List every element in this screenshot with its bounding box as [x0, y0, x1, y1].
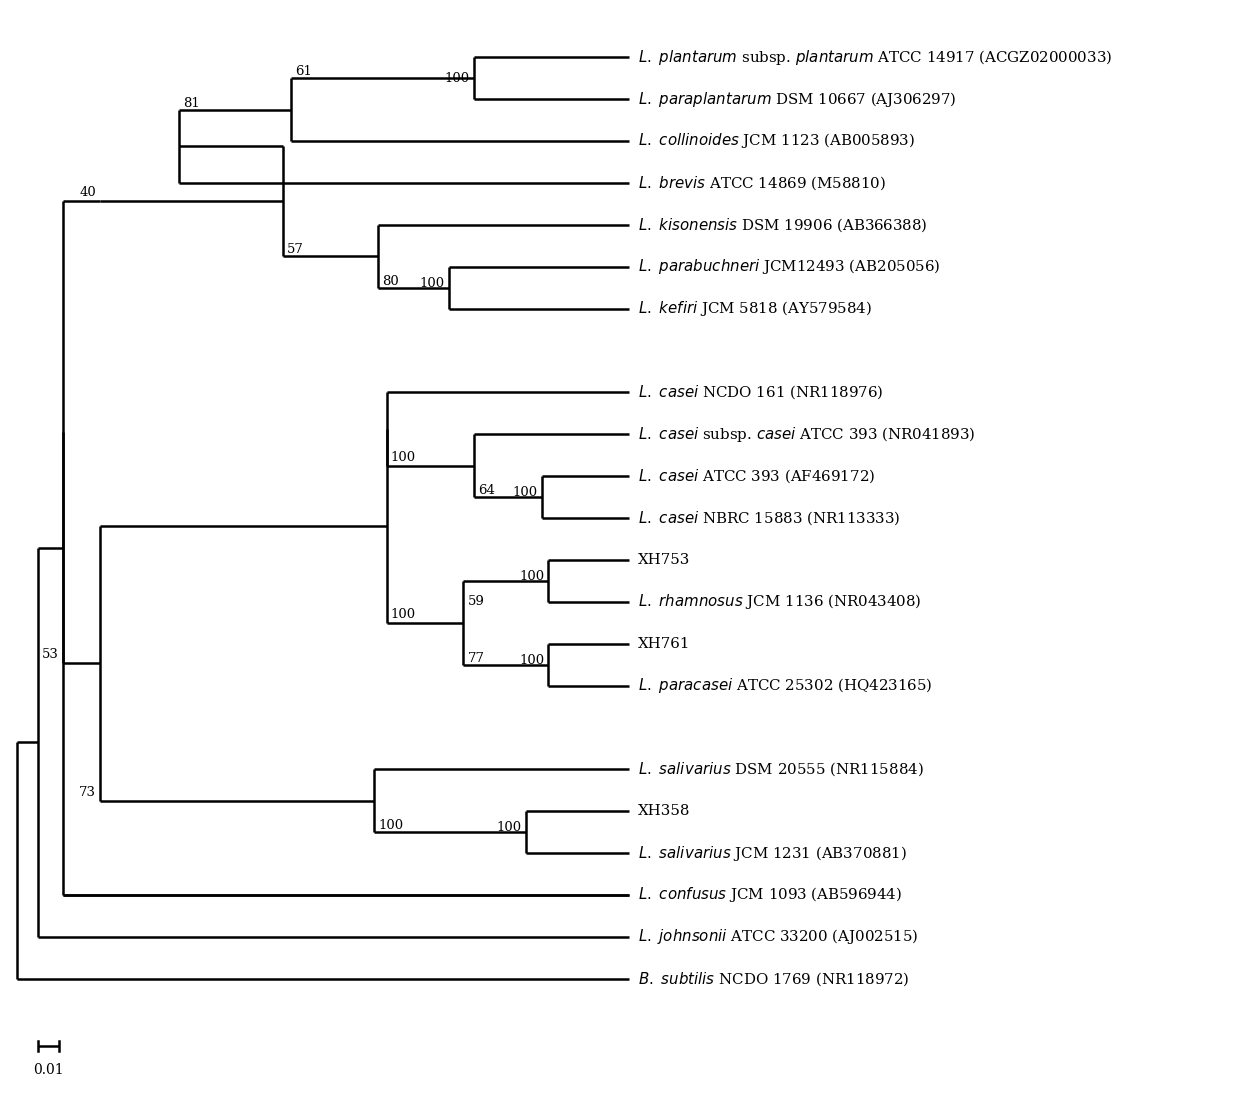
Text: 100: 100	[391, 608, 415, 621]
Text: 100: 100	[391, 451, 415, 463]
Text: 57: 57	[286, 244, 304, 256]
Text: $\it{L.}$ $\it{salivarius}$ DSM 20555 (NR115884): $\it{L.}$ $\it{salivarius}$ DSM 20555 (N…	[637, 760, 924, 778]
Text: 100: 100	[513, 486, 538, 500]
Text: 0.01: 0.01	[33, 1062, 63, 1077]
Text: $\it{L.}$ $\it{salivarius}$ JCM 1231 (AB370881): $\it{L.}$ $\it{salivarius}$ JCM 1231 (AB…	[637, 844, 906, 863]
Text: 100: 100	[496, 822, 521, 835]
Text: 40: 40	[79, 186, 97, 200]
Text: $\it{L.}$ $\it{casei}$ subsp. $\it{casei}$ ATCC 393 (NR041893): $\it{L.}$ $\it{casei}$ subsp. $\it{casei…	[637, 425, 975, 443]
Text: $\it{L.}$ $\it{kefiri}$ JCM 5818 (AY579584): $\it{L.}$ $\it{kefiri}$ JCM 5818 (AY5795…	[637, 299, 872, 318]
Text: 59: 59	[467, 596, 485, 608]
Text: $\it{L.}$ $\it{confusus}$ JCM 1093 (AB596944): $\it{L.}$ $\it{confusus}$ JCM 1093 (AB59…	[637, 886, 901, 904]
Text: XH761: XH761	[637, 636, 689, 651]
Text: $\it{L.}$ $\it{casei}$ NBRC 15883 (NR113333): $\it{L.}$ $\it{casei}$ NBRC 15883 (NR113…	[637, 510, 900, 527]
Text: $\it{L.}$ $\it{paracasei}$ ATCC 25302 (HQ423165): $\it{L.}$ $\it{paracasei}$ ATCC 25302 (H…	[637, 676, 932, 695]
Text: 100: 100	[520, 654, 544, 667]
Text: $\it{L.}$ $\it{brevis}$ ATCC 14869 (M58810): $\it{L.}$ $\it{brevis}$ ATCC 14869 (M588…	[637, 174, 885, 192]
Text: XH753: XH753	[637, 553, 689, 567]
Text: 100: 100	[378, 820, 403, 833]
Text: $\it{B.}$ $\it{subtilis}$ NCDO 1769 (NR118972): $\it{B.}$ $\it{subtilis}$ NCDO 1769 (NR1…	[637, 970, 909, 987]
Text: 73: 73	[79, 785, 97, 799]
Text: XH358: XH358	[637, 804, 689, 818]
Text: 77: 77	[467, 652, 485, 665]
Text: $\it{L.}$ $\it{johnsonii}$ ATCC 33200 (AJ002515): $\it{L.}$ $\it{johnsonii}$ ATCC 33200 (A…	[637, 928, 918, 946]
Text: 64: 64	[477, 484, 495, 497]
Text: 100: 100	[520, 570, 544, 583]
Text: $\it{L.}$ $\it{parabuchneri}$ JCM12493 (AB205056): $\it{L.}$ $\it{parabuchneri}$ JCM12493 (…	[637, 257, 940, 276]
Text: $\it{L.}$ $\it{collinoides}$ JCM 1123 (AB005893): $\it{L.}$ $\it{collinoides}$ JCM 1123 (A…	[637, 131, 915, 150]
Text: $\it{L.}$ $\it{plantarum}$ subsp. $\it{plantarum}$ ATCC 14917 (ACGZ02000033): $\it{L.}$ $\it{plantarum}$ subsp. $\it{p…	[637, 47, 1112, 66]
Text: $\it{L.}$ $\it{casei}$ ATCC 393 (AF469172): $\it{L.}$ $\it{casei}$ ATCC 393 (AF46917…	[637, 468, 874, 485]
Text: 80: 80	[382, 275, 399, 288]
Text: $\it{L.}$ $\it{rhamnosus}$ JCM 1136 (NR043408): $\it{L.}$ $\it{rhamnosus}$ JCM 1136 (NR0…	[637, 592, 921, 611]
Text: $\it{L.}$ $\it{kisonensis}$ DSM 19906 (AB366388): $\it{L.}$ $\it{kisonensis}$ DSM 19906 (A…	[637, 216, 928, 234]
Text: $\it{L.}$ $\it{casei}$ NCDO 161 (NR118976): $\it{L.}$ $\it{casei}$ NCDO 161 (NR11897…	[637, 384, 883, 401]
Text: 61: 61	[295, 65, 312, 78]
Text: 100: 100	[419, 277, 445, 290]
Text: 81: 81	[184, 97, 200, 110]
Text: 100: 100	[444, 72, 470, 85]
Text: $\it{L.}$ $\it{paraplantarum}$ DSM 10667 (AJ306297): $\it{L.}$ $\it{paraplantarum}$ DSM 10667…	[637, 89, 956, 108]
Text: 53: 53	[42, 649, 58, 662]
